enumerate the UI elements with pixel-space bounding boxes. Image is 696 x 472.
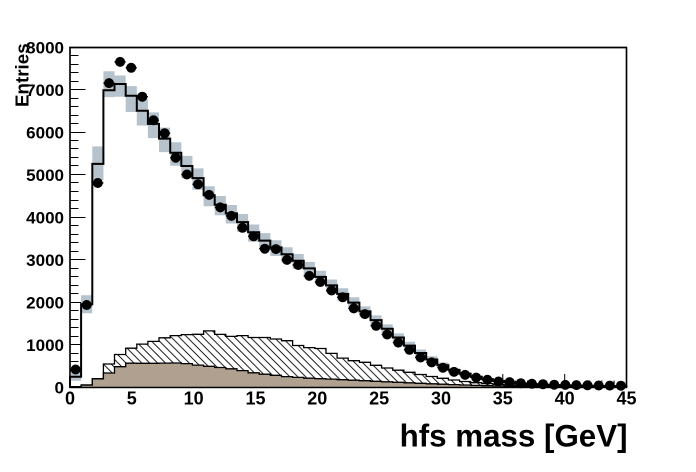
svg-text:3000: 3000 xyxy=(26,251,64,270)
svg-text:hfs mass [GeV]: hfs mass [GeV] xyxy=(400,419,628,454)
svg-text:20: 20 xyxy=(307,389,327,409)
svg-text:1000: 1000 xyxy=(26,336,64,355)
svg-text:45: 45 xyxy=(616,389,636,409)
svg-text:15: 15 xyxy=(245,389,265,409)
svg-text:5: 5 xyxy=(127,389,137,409)
svg-text:30: 30 xyxy=(431,389,451,409)
svg-text:0: 0 xyxy=(55,379,64,398)
svg-text:2000: 2000 xyxy=(26,294,64,313)
svg-text:Entries: Entries xyxy=(12,43,33,107)
svg-text:0: 0 xyxy=(65,389,75,409)
svg-text:25: 25 xyxy=(369,389,389,409)
svg-text:5000: 5000 xyxy=(26,166,64,185)
svg-text:40: 40 xyxy=(555,389,575,409)
svg-text:6000: 6000 xyxy=(26,124,64,143)
svg-text:10: 10 xyxy=(184,389,204,409)
svg-text:7000: 7000 xyxy=(26,81,64,100)
svg-text:4000: 4000 xyxy=(26,209,64,228)
svg-text:35: 35 xyxy=(493,389,513,409)
svg-text:8000: 8000 xyxy=(26,39,64,58)
